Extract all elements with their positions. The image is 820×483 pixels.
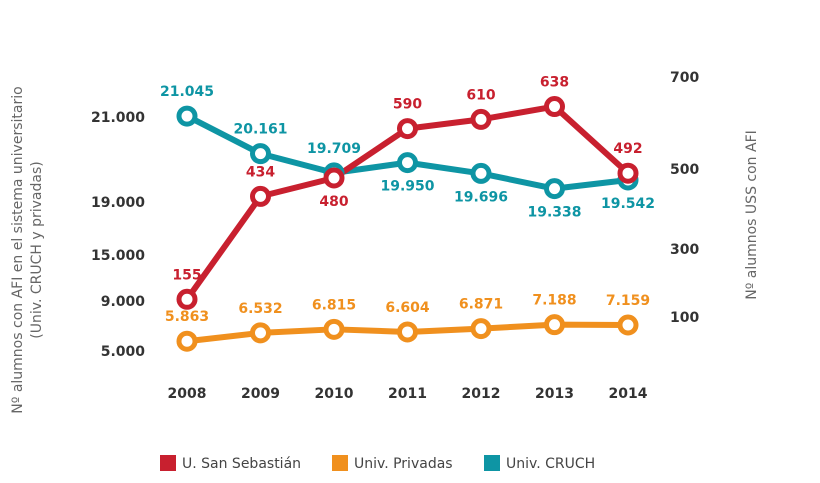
data-point (250, 322, 271, 344)
data-label: 6.815 (312, 297, 356, 313)
y-tick-label: 9.000 (101, 294, 146, 310)
data-point (617, 314, 639, 336)
data-point (544, 96, 565, 118)
y2-axis-label: Nº alumnos USS con AFI (744, 130, 760, 300)
data-label: 19.338 (527, 205, 581, 221)
data-label: 6.532 (238, 301, 282, 317)
data-label: 21.045 (160, 84, 214, 100)
legend-swatch (484, 455, 500, 471)
data-point (397, 152, 418, 174)
data-point (323, 167, 345, 189)
data-point (470, 318, 492, 340)
data-point (544, 314, 565, 336)
data-point (250, 185, 271, 207)
data-label: 492 (613, 141, 642, 157)
y-axis-label: (Univ. CRUCH y privadas) (29, 161, 45, 338)
data-label: 19.542 (601, 196, 655, 212)
x-tick-label: 2010 (315, 386, 354, 402)
x-tick-label: 2012 (462, 386, 501, 402)
data-point (323, 318, 345, 340)
legend-label: Univ. Privadas (354, 456, 453, 472)
data-point (176, 330, 198, 352)
data-label: 6.604 (385, 300, 430, 316)
legend-label: Univ. CRUCH (506, 456, 595, 472)
data-label: 5.863 (165, 309, 209, 325)
legend-swatch (332, 455, 348, 471)
data-label: 480 (319, 194, 348, 210)
data-label: 7.188 (532, 293, 576, 309)
data-label: 19.709 (307, 141, 361, 157)
y2-tick-label: 700 (670, 70, 699, 86)
data-label: 155 (172, 267, 201, 283)
data-label: 638 (540, 75, 569, 91)
x-tick-label: 2013 (535, 386, 574, 402)
y2-tick-label: 100 (670, 310, 699, 326)
data-point (250, 143, 271, 165)
data-point (470, 162, 492, 184)
x-tick-label: 2009 (241, 386, 280, 402)
x-tick-label: 2011 (388, 386, 427, 402)
y2-tick-label: 300 (670, 242, 699, 258)
x-tick-label: 2008 (168, 386, 207, 402)
y-tick-label: 5.000 (101, 344, 146, 360)
data-point (176, 105, 198, 127)
data-point (176, 288, 198, 310)
legend-swatch (160, 455, 176, 471)
y-tick-label: 15.000 (91, 248, 145, 264)
data-label: 590 (393, 97, 422, 113)
data-label: 434 (246, 164, 275, 180)
y2-tick-label: 500 (670, 162, 699, 178)
data-point (470, 108, 492, 130)
x-tick-label: 2014 (609, 386, 648, 402)
data-point (617, 162, 639, 184)
data-point (397, 118, 418, 140)
data-label: 6.871 (459, 297, 503, 313)
data-label: 20.161 (233, 122, 287, 138)
y-axis-label: Nº alumnos con AFI en el sistema univers… (10, 86, 26, 413)
data-point (397, 321, 418, 343)
y-tick-label: 19.000 (91, 195, 145, 211)
data-point (544, 178, 565, 200)
data-label: 19.950 (380, 179, 434, 195)
data-label: 7.159 (606, 293, 650, 309)
legend-label: U. San Sebastián (182, 456, 301, 472)
y-tick-label: 21.000 (91, 110, 145, 126)
data-label: 19.696 (454, 189, 508, 205)
data-label: 610 (466, 87, 495, 103)
